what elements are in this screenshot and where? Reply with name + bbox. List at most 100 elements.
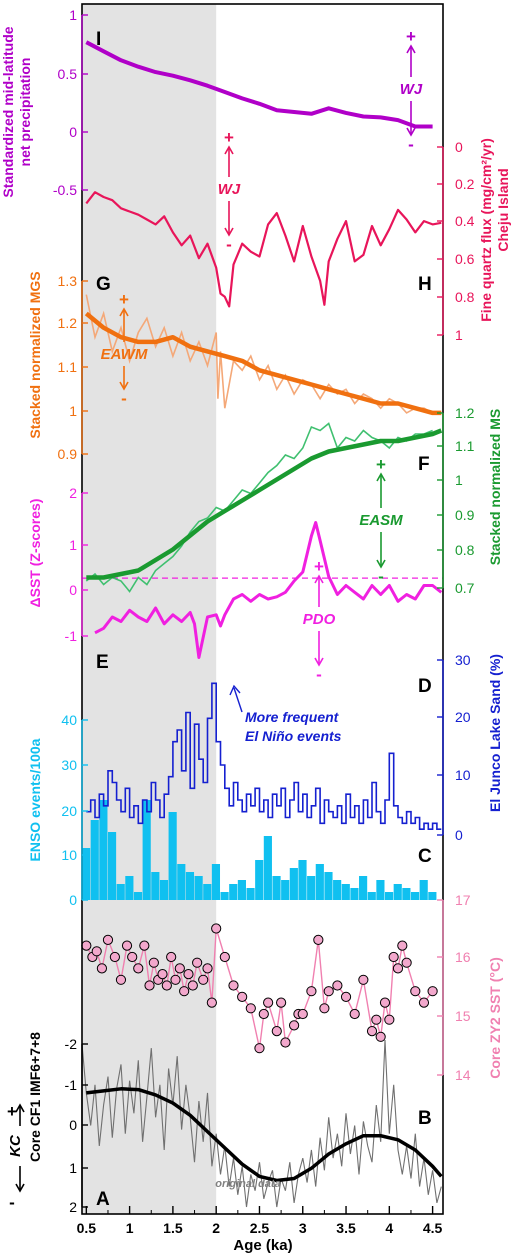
y-tick-label: 10 [61, 847, 77, 863]
x-tick-label: 3.5 [336, 1220, 356, 1236]
y-tick-label: 1 [69, 1160, 77, 1176]
panel-i-ylabel-line2: net precipitation [17, 58, 33, 167]
eawm-label: EAWM [101, 346, 148, 363]
enso-bar [315, 864, 324, 900]
zy2-sst-point [384, 1014, 395, 1025]
pdo-arrow-down-head [314, 657, 324, 667]
zy2-sst-point [349, 1008, 360, 1020]
y-tick-label: 0 [69, 892, 77, 908]
y-tick-label: 40 [61, 712, 77, 728]
zy2-sst-point [245, 1003, 256, 1014]
y-tick-label: 30 [455, 652, 471, 668]
zy2-sst-point [133, 963, 144, 974]
enso-bar [220, 892, 229, 900]
y-tick-label: 20 [455, 709, 471, 725]
y-tick-label: 0.4 [455, 213, 475, 229]
zy2-sst-point [371, 1014, 382, 1025]
x-tick-label: 1.5 [163, 1220, 183, 1236]
zy2-sst-point [96, 963, 108, 974]
panel-i-ylabel-line1: Standardized mid-latitude [0, 26, 16, 197]
enso-bar [125, 876, 134, 900]
mgs-raw-line [85, 294, 433, 414]
y-tick-label: 1 [455, 327, 463, 343]
y-tick-label: 2 [69, 485, 77, 501]
panel-letter-d: D [418, 676, 432, 697]
panel-letter-i: I [96, 29, 101, 50]
zy2-sst-point [258, 1008, 269, 1020]
zy2-sst-point [228, 980, 239, 991]
wj-lower-arrow-down-head [224, 227, 234, 237]
axes-layer [81, 3, 444, 1215]
y-tick-label: 0.9 [58, 446, 78, 462]
zy2-sst-point [379, 997, 391, 1008]
zy2-sst-point [148, 957, 159, 968]
y-tick-label: 0.2 [455, 176, 475, 192]
pdo-plus: + [314, 557, 324, 576]
kc-plus: + [7, 1102, 17, 1121]
y-tick-label: 17 [455, 892, 471, 908]
y-tick-label: 2 [69, 1199, 77, 1215]
enso-bar [263, 836, 272, 900]
easm-label: EASM [359, 512, 403, 529]
enso-bar [168, 812, 177, 900]
zy2-sst-point [237, 991, 248, 1003]
quartz-ylabel-line1: Fine quartz flux (mg/cm²/yr) [478, 138, 494, 322]
panel-letter-f: F [418, 454, 430, 475]
zy2-sst-point [280, 1037, 291, 1048]
ms-smooth-line [86, 428, 443, 580]
el-junco-step-line [86, 682, 442, 831]
shaded-interval [82, 4, 217, 1214]
panel-letter-c: C [418, 846, 432, 867]
enso-bar [159, 880, 169, 900]
zy2-sst-point [427, 986, 438, 997]
pdo-arrow-up-head [314, 574, 324, 584]
y-tick-label: 0 [455, 139, 463, 155]
kc-minus: - [9, 1193, 15, 1212]
pdo-label: PDO [303, 611, 336, 628]
wj-upper-arrow-up-head [406, 44, 416, 54]
y-tick-label: 10 [455, 767, 471, 783]
zy2-sst-point [313, 934, 324, 946]
zy2-sst-point [340, 991, 352, 1003]
enso-bar [359, 876, 368, 900]
zy2-sst-point [388, 951, 399, 963]
panel-c-ylabel: ENSO events/100a [27, 738, 43, 861]
zy2-sst-point [219, 951, 230, 963]
zy2-sst-point [410, 986, 421, 997]
zy2-sst-point [166, 951, 177, 963]
zy2-sst-point [109, 951, 120, 963]
y-tick-label: 0.8 [455, 289, 475, 305]
y-tick-label: 1.2 [455, 405, 475, 421]
zy2-sst-point [397, 940, 408, 951]
enso-bar [229, 884, 238, 900]
y-tick-label: 16 [455, 949, 471, 965]
shaded-interval-layer [82, 4, 217, 1214]
eawm-minus: - [121, 389, 127, 408]
zy2-sst-point [102, 934, 114, 946]
easm-plus: + [376, 455, 386, 474]
cf1-smooth-line [86, 1087, 443, 1183]
zy2-sst-point [161, 980, 172, 991]
enso-bar [82, 848, 91, 900]
ms-raw-line [85, 422, 433, 593]
enso-bar [376, 880, 385, 900]
y-tick-label: 20 [61, 803, 77, 819]
y-tick-label: 0 [455, 827, 463, 843]
wj-upper-arrow-down-head [406, 127, 416, 137]
zy2-sst-point [144, 980, 155, 991]
zy2-sst-point [332, 980, 343, 991]
y-tick-label: -1 [65, 1077, 78, 1093]
zy2-sst-point [157, 969, 168, 980]
kc-arrow-up-head [15, 1103, 25, 1113]
y-tick-label: -0.5 [53, 182, 77, 198]
zy2-sst-point [306, 986, 317, 997]
panel-a-ylabel: Core CF1 IMF6+7+8 [27, 1032, 43, 1162]
enso-bar [90, 820, 99, 900]
enso-bar [324, 872, 333, 900]
easm-arrow-down-head [376, 559, 386, 569]
y-tick-label: 0.6 [455, 251, 475, 267]
wj-lower-plus: + [224, 128, 234, 147]
enso-bar [203, 884, 212, 900]
enso-bar [142, 800, 151, 900]
enso-bar [307, 876, 316, 900]
